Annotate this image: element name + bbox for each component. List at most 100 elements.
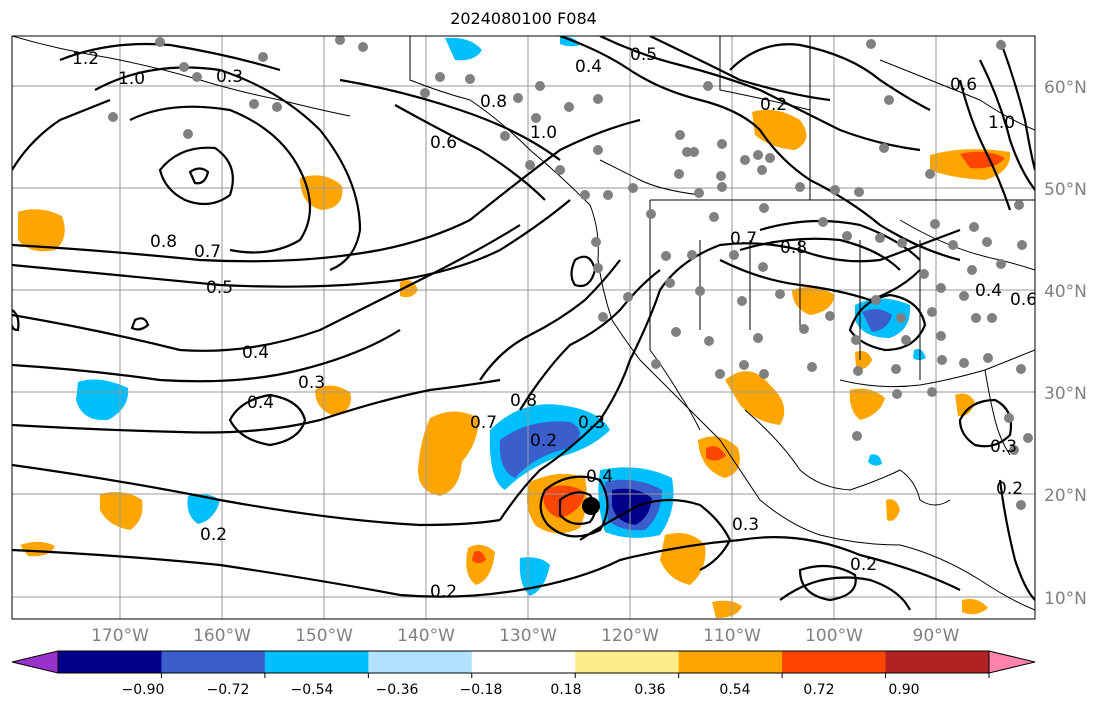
positive-anomaly-area xyxy=(955,393,975,417)
contour-label: 0.5 xyxy=(206,278,233,298)
graticule xyxy=(12,36,1035,619)
longitude-label: 150°W xyxy=(295,626,353,646)
contour-label: 1.2 xyxy=(72,49,99,69)
contour-label: 0.8 xyxy=(480,92,507,112)
positive-anomaly-area xyxy=(418,411,479,496)
longitude-label: 160°W xyxy=(193,626,251,646)
contour-label: 0.5 xyxy=(630,45,657,65)
colorbar-swatch xyxy=(782,651,887,673)
colorbar-tick-label: 0.36 xyxy=(634,682,666,698)
contour-label: 0.3 xyxy=(990,437,1017,457)
latitude-label: 60°N xyxy=(1044,78,1087,98)
contour-label: 0.4 xyxy=(586,467,613,487)
negative-anomaly-area xyxy=(519,557,550,596)
colorbar-tick-label: −0.90 xyxy=(121,682,165,698)
positive-anomaly-area xyxy=(886,499,900,521)
shaded-anomalies xyxy=(18,36,1011,618)
colorbar-swatch xyxy=(471,651,576,673)
contour-label: 0.4 xyxy=(575,57,602,77)
negative-anomaly-area xyxy=(868,454,882,466)
contour-label: 0.3 xyxy=(732,515,759,535)
longitude-label: 170°W xyxy=(91,626,149,646)
colorbar xyxy=(11,650,1036,678)
colorbar-swatch xyxy=(264,651,369,673)
longitude-label: 140°W xyxy=(397,626,455,646)
contour-label: 0.2 xyxy=(200,525,227,545)
colorbar-tick-label: −0.54 xyxy=(290,682,334,698)
colorbar-tick-label: −0.18 xyxy=(459,682,503,698)
longitude-label: 110°W xyxy=(703,626,761,646)
contour-label: 0.7 xyxy=(730,229,757,249)
map-frame xyxy=(11,35,1036,620)
contour-label: 0.2 xyxy=(760,95,787,115)
contour-label: 0.2 xyxy=(530,431,557,451)
storm-center-marker xyxy=(582,497,600,515)
contour-label: 0.7 xyxy=(470,413,497,433)
longitude-label: 100°W xyxy=(805,626,863,646)
contour-label: 0.3 xyxy=(298,373,325,393)
positive-anomaly-area xyxy=(18,209,65,252)
negative-anomaly-area xyxy=(862,309,892,332)
contours xyxy=(12,36,1035,611)
contour-label: 0.4 xyxy=(242,343,269,363)
colorbar-tick-label: −0.36 xyxy=(375,682,419,698)
positive-anomaly-area xyxy=(712,600,742,618)
contour-label: 0.6 xyxy=(1010,290,1037,310)
colorbar-extend-max xyxy=(988,650,1036,674)
longitude-label: 90°W xyxy=(912,626,960,646)
contour-label: 0.8 xyxy=(780,238,807,258)
positive-anomaly-area xyxy=(792,286,835,315)
contour-label: 0.6 xyxy=(950,75,977,95)
station-dots xyxy=(108,36,1033,510)
contour-label: 0.2 xyxy=(850,555,877,575)
contour-label: 1.0 xyxy=(988,113,1015,133)
colorbar-tick-label: 0.72 xyxy=(803,682,835,698)
positive-anomaly-area xyxy=(472,551,486,563)
longitude-label: 120°W xyxy=(601,626,659,646)
contour-label: 0.8 xyxy=(510,391,537,411)
positive-anomaly-area xyxy=(855,351,872,369)
positive-anomaly-area xyxy=(725,371,785,425)
contour-label: 0.2 xyxy=(430,582,457,602)
latitude-label: 50°N xyxy=(1044,180,1087,200)
latitude-label: 40°N xyxy=(1044,282,1087,302)
negative-anomaly-area xyxy=(187,493,220,524)
contour-label: 0.6 xyxy=(430,133,457,153)
contour-label: 0.4 xyxy=(247,393,274,413)
colorbar-swatch xyxy=(575,651,680,673)
colorbar-outline xyxy=(57,650,990,674)
positive-anomaly-area xyxy=(962,599,988,615)
positive-anomaly-area xyxy=(960,151,1005,169)
colorbar-tick-label: 0.18 xyxy=(550,682,582,698)
contour-label: 0.7 xyxy=(194,242,221,262)
negative-anomaly-area xyxy=(445,37,482,61)
contour-label: 0.4 xyxy=(975,281,1002,301)
coastlines xyxy=(12,36,1035,611)
contour-label: 1.0 xyxy=(118,69,145,89)
colorbar-tick-label: 0.54 xyxy=(719,682,751,698)
colorbar-tick-label: −0.72 xyxy=(206,682,250,698)
colorbar-swatch xyxy=(58,651,162,673)
positive-anomaly-area xyxy=(849,388,885,420)
positive-anomaly-area xyxy=(100,492,143,530)
negative-anomaly-area xyxy=(76,379,129,421)
latitude-label: 20°N xyxy=(1044,486,1087,506)
colorbar-swatch xyxy=(161,651,266,673)
contour-label: 1.0 xyxy=(530,123,557,143)
positive-anomaly-area xyxy=(752,109,807,150)
longitude-label: 130°W xyxy=(499,626,557,646)
contour-label: 0.8 xyxy=(150,232,177,252)
colorbar-tick-label: 0.90 xyxy=(888,682,920,698)
contour-label: 0.3 xyxy=(578,413,605,433)
latitude-label: 10°N xyxy=(1044,589,1087,609)
contour-label: 0.2 xyxy=(996,479,1023,499)
negative-anomaly-area xyxy=(612,488,652,525)
colorbar-swatch xyxy=(678,651,783,673)
colorbar-swatch xyxy=(885,651,990,673)
negative-anomaly-area xyxy=(499,421,580,478)
colorbar-extend-min xyxy=(11,650,59,674)
positive-anomaly-area xyxy=(706,446,726,461)
contour-label: 0.3 xyxy=(216,67,243,87)
map-title: 2024080100 F084 xyxy=(450,9,597,28)
